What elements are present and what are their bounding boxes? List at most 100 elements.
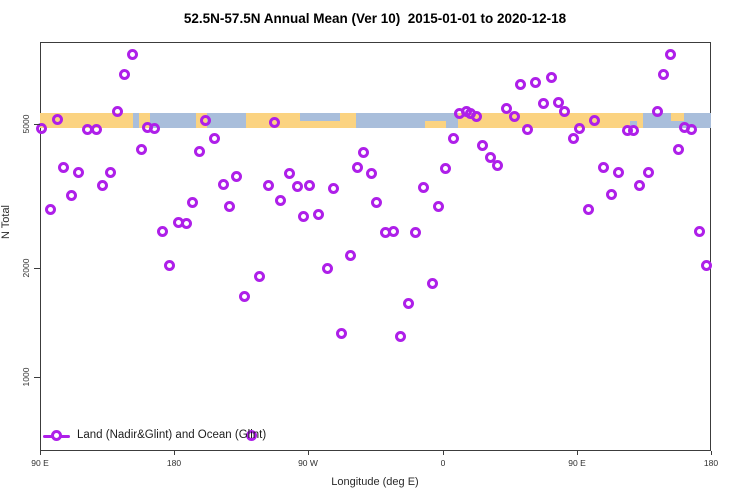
data-point [283, 168, 295, 180]
data-point [186, 197, 198, 209]
band-segment-land [457, 113, 643, 128]
data-point [313, 208, 325, 220]
data-point [35, 122, 47, 134]
data-point [52, 114, 64, 126]
band-segment-ocean [133, 113, 140, 128]
band-segment-ocean [630, 120, 638, 128]
data-point [119, 68, 131, 80]
data-point [538, 97, 550, 109]
chart-title: 52.5N-57.5N Annual Mean (Ver 10) 2015-01… [183, 11, 567, 26]
data-point [208, 132, 220, 144]
data-point [135, 144, 147, 156]
x-axis-tick-label: 90 E [31, 458, 49, 468]
data-point [387, 225, 399, 237]
data-point [651, 106, 663, 118]
data-point [304, 179, 316, 191]
x-axis-tick [443, 451, 444, 455]
data-point [642, 166, 654, 178]
data-point [97, 180, 109, 192]
data-point [574, 122, 586, 134]
x-axis-tick-label: 180 [166, 458, 182, 468]
data-point [665, 48, 677, 60]
data-point [65, 189, 77, 201]
data-point [440, 163, 452, 175]
data-point [223, 201, 235, 213]
data-point [149, 122, 161, 134]
data-point [559, 105, 571, 117]
data-point [553, 96, 565, 108]
data-point [253, 271, 265, 283]
x-axis-tick [711, 451, 712, 455]
band-segment-land [40, 113, 134, 128]
data-point [477, 140, 489, 152]
band-segment-ocean [150, 113, 197, 128]
data-point [352, 162, 364, 174]
data-point [657, 68, 669, 80]
data-point [395, 331, 407, 343]
data-point [492, 160, 504, 172]
y-axis-tick-label: 2000 [21, 258, 31, 278]
data-point [410, 227, 422, 239]
data-point [514, 78, 526, 90]
y-axis-tick [34, 377, 40, 378]
data-point [417, 182, 429, 194]
data-point [298, 210, 310, 222]
data-point [508, 110, 520, 122]
data-point [344, 250, 356, 262]
data-point [91, 123, 103, 135]
data-point [262, 179, 274, 191]
y-axis-tick [34, 268, 40, 269]
data-point [200, 115, 211, 127]
data-point [126, 48, 138, 60]
band-segment-ocean [300, 113, 341, 121]
data-point [598, 161, 610, 173]
data-point [58, 161, 70, 173]
data-point [633, 180, 645, 192]
x-axis-tick [577, 451, 578, 455]
x-axis-tick [40, 451, 41, 455]
data-point [545, 71, 557, 83]
data-point [73, 166, 85, 178]
x-axis-tick-label: 90 E [568, 458, 586, 468]
data-point [426, 278, 438, 290]
x-axis-tick [174, 451, 175, 455]
plot-area [40, 42, 711, 451]
data-point [156, 225, 168, 237]
legend-label: Land (Nadir&Glint) and Ocean (Glint) [77, 429, 267, 441]
data-point [365, 167, 377, 179]
band-segment-land [424, 120, 446, 128]
x-axis-tick-label: 90 W [298, 458, 318, 468]
data-point [246, 429, 258, 441]
data-point [471, 110, 483, 122]
data-point [501, 102, 513, 114]
data-point [402, 297, 414, 309]
data-point [194, 145, 206, 157]
data-point [164, 260, 176, 272]
data-point [217, 178, 229, 190]
data-point [686, 123, 698, 135]
data-point [522, 123, 534, 135]
y-axis-tick-label: 5000 [21, 114, 31, 134]
x-axis-tick-label: 0 [440, 458, 446, 468]
x-axis-tick-label: 180 [703, 458, 719, 468]
x-axis-title: Longitude (deg E) [331, 476, 419, 488]
data-point [583, 203, 595, 215]
band-segment-land [670, 113, 684, 121]
band-segment-land [139, 113, 151, 128]
data-point [238, 290, 250, 302]
data-point [484, 151, 496, 163]
data-point [589, 115, 601, 127]
data-point [274, 194, 286, 206]
data-point [292, 181, 304, 193]
y-axis-tick-label: 1000 [21, 367, 31, 387]
data-point [568, 132, 580, 144]
data-point [432, 201, 444, 213]
y-axis-title: N Total [0, 204, 12, 240]
data-point [627, 124, 639, 136]
data-point [605, 188, 617, 200]
data-point [613, 166, 625, 178]
data-point [335, 327, 347, 339]
data-point [529, 76, 541, 88]
data-point [231, 170, 243, 182]
